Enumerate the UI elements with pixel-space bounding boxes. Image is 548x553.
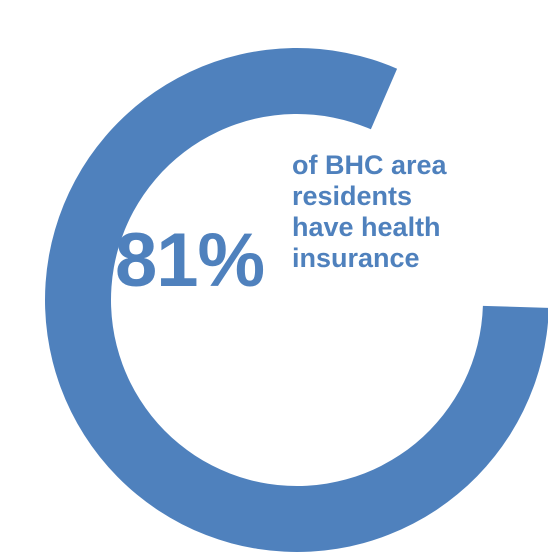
caption-line: insurance	[292, 243, 420, 273]
caption-text: of BHC area residents have health insura…	[292, 150, 492, 274]
caption-line: residents	[292, 181, 413, 211]
caption-line: have health	[292, 212, 441, 242]
caption-line: of BHC area	[292, 150, 447, 180]
percent-value-label: 81%	[115, 218, 265, 303]
